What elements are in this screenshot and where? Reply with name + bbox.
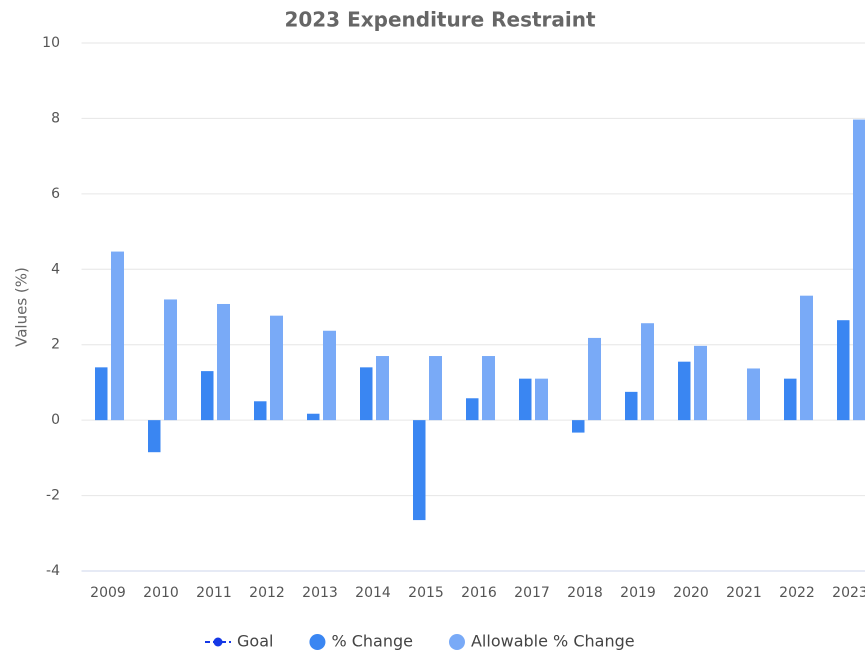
bar: [270, 315, 283, 421]
bar: [747, 368, 760, 421]
x-tick-label: 2014: [355, 585, 391, 601]
bar: [111, 251, 124, 421]
bar: [164, 299, 177, 421]
bar: [678, 361, 691, 421]
y-tick-label: 0: [51, 412, 60, 428]
bar: [217, 303, 230, 421]
bar: [800, 295, 813, 421]
x-tick-label: 2023: [832, 585, 865, 601]
x-tick-label: 2010: [143, 585, 179, 601]
bar: [323, 330, 336, 421]
y-tick-label: 4: [51, 261, 60, 277]
bar: [254, 401, 267, 421]
x-tick-label: 2021: [726, 585, 762, 601]
x-tick-label: 2017: [514, 585, 550, 601]
x-tick-label: 2020: [673, 585, 709, 601]
legend-marker: [309, 634, 326, 650]
y-axis-label: Values (%): [13, 267, 31, 347]
chart-title: 2023 Expenditure Restraint: [284, 8, 596, 32]
x-tick-label: 2015: [408, 585, 444, 601]
y-tick-label: 10: [42, 35, 60, 51]
bar: [784, 378, 797, 421]
x-tick-label: 2009: [90, 585, 126, 601]
legend-label: Allowable % Change: [471, 632, 635, 651]
x-tick-label: 2013: [302, 585, 338, 601]
legend-marker: [448, 634, 465, 650]
y-tick-label: 8: [51, 110, 60, 126]
bar: [837, 320, 850, 421]
x-tick-label: 2016: [461, 585, 497, 601]
x-tick-label: 2018: [567, 585, 603, 601]
bar: [360, 367, 373, 421]
bar: [694, 345, 707, 421]
y-tick-label: -4: [46, 563, 60, 579]
bar: [625, 391, 638, 421]
y-tick-label: 2: [51, 337, 60, 353]
x-tick-label: 2019: [620, 585, 656, 601]
legend-label: Goal: [237, 632, 273, 651]
x-tick-label: 2022: [779, 585, 815, 601]
y-tick-label: -2: [46, 488, 60, 504]
bar: [535, 378, 548, 421]
x-tick-label: 2011: [196, 585, 232, 601]
y-tick-label: 6: [51, 186, 60, 202]
bar: [95, 367, 108, 421]
bar: [376, 356, 389, 421]
bar: [853, 119, 865, 421]
bar: [429, 356, 442, 421]
bar: [588, 337, 601, 421]
bar: [482, 356, 495, 421]
bar: [466, 398, 479, 421]
bar: [641, 323, 654, 421]
bar: [148, 420, 161, 453]
x-tick-label: 2012: [249, 585, 285, 601]
bar: [307, 413, 320, 421]
bar: [519, 378, 532, 421]
bar: [413, 420, 426, 521]
legend-marker: [213, 637, 223, 647]
legend-label: % Change: [331, 632, 413, 651]
bar: [201, 371, 214, 421]
bar: [572, 420, 585, 433]
